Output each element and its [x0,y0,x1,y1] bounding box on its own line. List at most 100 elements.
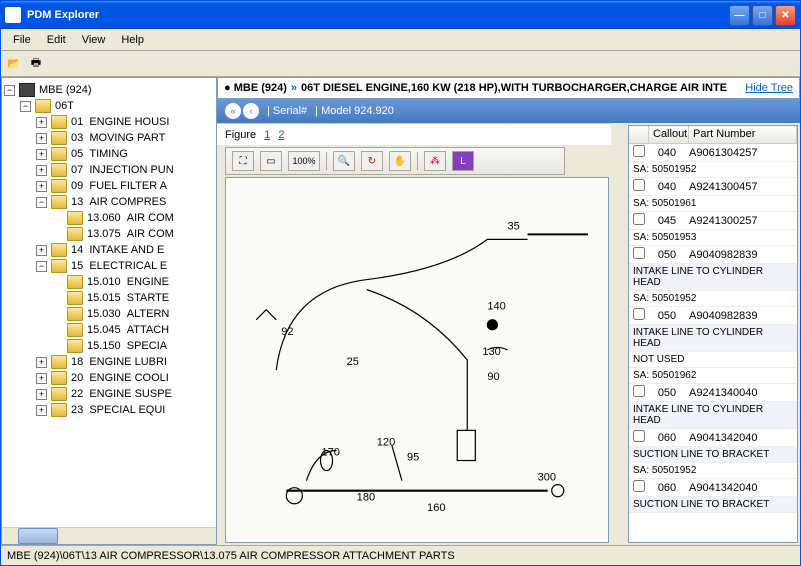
part-desc: INTAKE LINE TO CYLINDER HEAD [629,325,797,352]
diagram-viewport[interactable]: 25 35 90 92 95 120 130 140 160 170 180 [225,177,609,543]
part-checkbox[interactable] [633,179,645,191]
col-callout[interactable]: Callout [649,126,689,143]
breadcrumb: ● MBE (924) » 06T DIESEL ENGINE,160 KW (… [217,77,800,99]
tree-item[interactable]: 15.030 ALTERN [4,306,214,322]
tool-b-icon[interactable]: L [452,151,474,171]
sa-row: SA: 50501952 [629,162,797,178]
part-row[interactable]: 060A9041342040 [629,429,797,447]
actual-icon[interactable]: ▭ [260,151,282,171]
part-row[interactable]: 040A9061304257 [629,144,797,162]
print-icon[interactable]: 🖶 [27,55,45,73]
sa-row: SA: 50501952 [629,291,797,307]
open-icon[interactable]: 📂 [5,55,23,73]
sa-row: NOT USED [629,352,797,368]
tree-item[interactable]: +09 FUEL FILTER A [4,178,214,194]
svg-text:130: 130 [482,346,500,358]
part-checkbox[interactable] [633,247,645,259]
tree-item[interactable]: +14 INTAKE AND E [4,242,214,258]
zoom-in-icon[interactable]: 🔍 [333,151,355,171]
tree-item[interactable]: 15.150 SPECIA [4,338,214,354]
diagram-toolbar: ⛶ ▭ 100% 🔍 ↻ ✋ ⁂ L [225,147,565,175]
minimize-button[interactable]: — [729,5,750,26]
part-row[interactable]: 040A9241300457 [629,178,797,196]
tree-hscroll[interactable] [2,527,216,544]
tree-item[interactable]: +01 ENGINE HOUSI [4,114,214,130]
tree-item[interactable]: −13 AIR COMPRES [4,194,214,210]
part-row[interactable]: 050A9040982839 [629,246,797,264]
tree-item[interactable]: +05 TIMING [4,146,214,162]
tree-item[interactable]: −15 ELECTRICAL E [4,258,214,274]
tree-item[interactable]: 13.075 AIR COM [4,226,214,242]
part-desc: INTAKE LINE TO CYLINDER HEAD [629,264,797,291]
svg-text:35: 35 [507,220,519,232]
svg-text:300: 300 [538,472,556,484]
menubar: File Edit View Help [1,29,800,51]
tree-item[interactable]: 15.010 ENGINE [4,274,214,290]
tree-item[interactable]: 13.060 AIR COM [4,210,214,226]
tree-item[interactable]: 15.045 ATTACH [4,322,214,338]
close-button[interactable]: ✕ [775,5,796,26]
sa-row: SA: 50501953 [629,230,797,246]
part-checkbox[interactable] [633,385,645,397]
tree-item[interactable]: +22 ENGINE SUSPE [4,386,214,402]
tree-root[interactable]: −MBE (924) [4,82,214,98]
figure-1-link[interactable]: 1 [264,129,270,141]
tree-item[interactable]: +03 MOVING PART [4,130,214,146]
serial-label: | Serial# [267,105,307,117]
breadcrumb-p1: MBE (924) [234,82,287,94]
figure-2-link[interactable]: 2 [278,129,284,141]
status-text: MBE (924)\06T\13 AIR COMPRESSOR\13.075 A… [7,550,455,562]
breadcrumb-p2: 06T DIESEL ENGINE,160 KW (218 HP),WITH T… [301,82,727,94]
part-row[interactable]: 060A9041342040 [629,479,797,497]
svg-text:90: 90 [487,371,499,383]
menu-view[interactable]: View [74,32,114,48]
part-checkbox[interactable] [633,480,645,492]
part-checkbox[interactable] [633,213,645,225]
hide-tree-link[interactable]: Hide Tree [745,82,793,94]
tree-item[interactable]: +23 SPECIAL EQUI [4,402,214,418]
tree-item[interactable]: +20 ENGINE COOLI [4,370,214,386]
sa-row: SA: 50501961 [629,196,797,212]
maximize-button[interactable]: □ [752,5,773,26]
part-row[interactable]: 045A9241300257 [629,212,797,230]
statusbar: MBE (924)\06T\13 AIR COMPRESSOR\13.075 A… [1,545,800,565]
app-icon [5,7,21,23]
zoom-level[interactable]: 100% [288,151,320,171]
pan-icon[interactable]: ✋ [389,151,411,171]
refresh-icon[interactable]: ↻ [361,151,383,171]
menu-file[interactable]: File [5,32,39,48]
part-checkbox[interactable] [633,145,645,157]
tree-item[interactable]: +18 ENGINE LUBRI [4,354,214,370]
menu-edit[interactable]: Edit [39,32,74,48]
fit-icon[interactable]: ⛶ [232,151,254,171]
part-desc: SUCTION LINE TO BRACKET [629,497,797,513]
nav-prev-icon[interactable]: ‹ [243,103,259,119]
svg-text:140: 140 [487,301,505,313]
nav-first-icon[interactable]: « [225,103,241,119]
tree-sub[interactable]: −06T [4,98,214,114]
tool-a-icon[interactable]: ⁂ [424,151,446,171]
diagram-vscroll[interactable] [611,123,628,545]
titlebar: PDM Explorer — □ ✕ [1,1,800,29]
part-row[interactable]: 050A9040982839 [629,307,797,325]
figure-row: Figure 1 2 [217,123,611,145]
part-checkbox[interactable] [633,308,645,320]
window-title: PDM Explorer [27,9,99,21]
part-row[interactable]: 050A9241340040 [629,384,797,402]
model-label: | Model 924.920 [315,105,394,117]
menu-help[interactable]: Help [113,32,152,48]
svg-text:170: 170 [322,447,340,459]
parts-header: Callout Part Number [629,126,797,144]
part-checkbox[interactable] [633,430,645,442]
tree-item[interactable]: 15.015 STARTE [4,290,214,306]
col-partnumber[interactable]: Part Number [689,126,797,143]
tree-item[interactable]: +07 INJECTION PUN [4,162,214,178]
svg-text:120: 120 [377,436,395,448]
parts-panel: Callout Part Number 040A9061304257SA: 50… [628,125,798,543]
main-toolbar: 📂 🖶 [1,51,800,77]
svg-text:160: 160 [427,502,445,514]
part-desc: SUCTION LINE TO BRACKET [629,447,797,463]
breadcrumb-dot: ● [224,82,231,94]
figure-label: Figure [225,129,256,141]
sa-row: SA: 50501952 [629,463,797,479]
